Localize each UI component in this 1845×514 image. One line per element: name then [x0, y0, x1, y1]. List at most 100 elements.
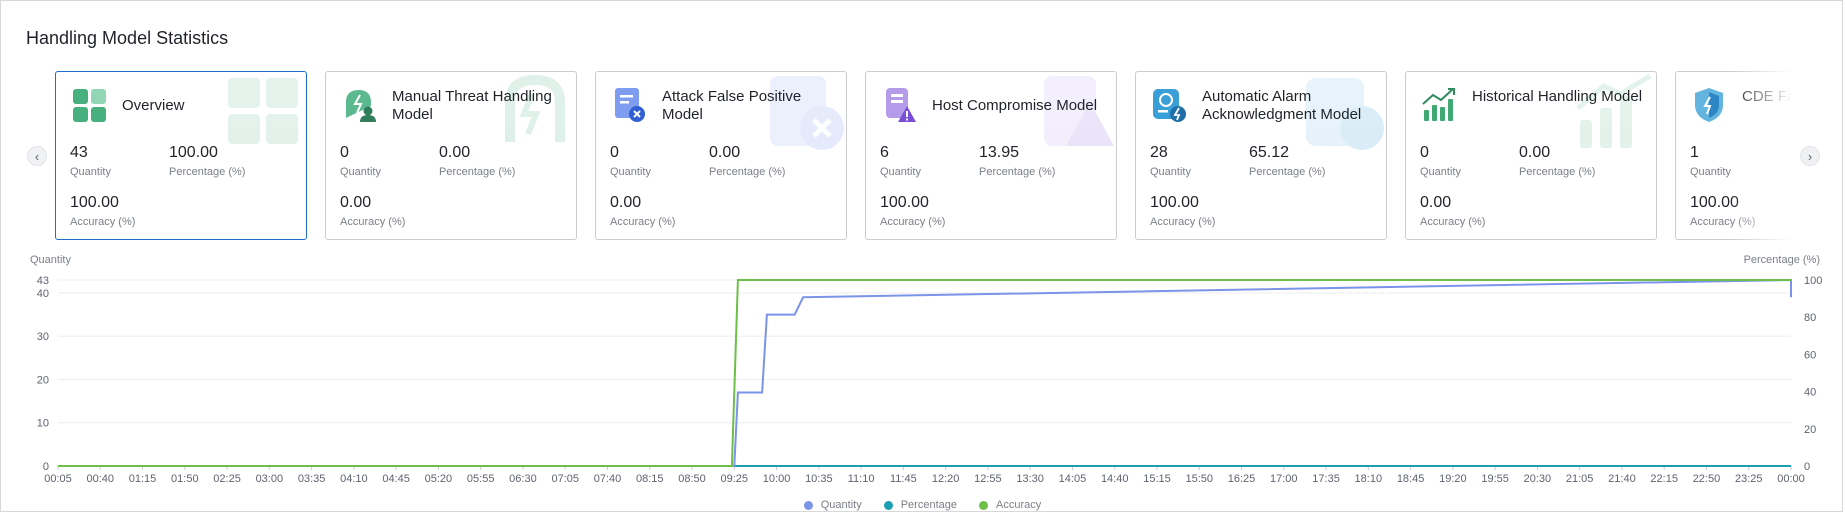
x-tick-label: 17:35 [1312, 473, 1340, 485]
x-tick-label: 12:55 [974, 473, 1002, 485]
chevron-left-icon: ‹ [34, 148, 40, 164]
x-tick-label: 07:05 [551, 473, 579, 485]
accuracy-value: 100.00 [1150, 194, 1199, 211]
legend-item-quantity[interactable]: Quantity [803, 499, 862, 511]
percentage-label: Percentage (%) [709, 166, 786, 178]
x-tick-label: 14:05 [1059, 473, 1087, 485]
attack-false-positive-icon [615, 88, 645, 122]
x-tick-label: 04:45 [382, 473, 410, 485]
card-attack-false-positive[interactable]: Attack False Positive Model 0 Quantity 0.… [595, 71, 847, 240]
x-tick-label: 17:00 [1270, 473, 1298, 485]
x-tick-label: 18:10 [1355, 473, 1383, 485]
accuracy-label: Accuracy (%) [1150, 216, 1216, 228]
x-tick-label: 00:05 [44, 473, 72, 485]
quantity-label: Quantity [1150, 166, 1191, 178]
card-title: Attack False Positive Model [662, 88, 802, 123]
x-tick-label: 22:50 [1693, 473, 1721, 485]
x-tick-label: 13:30 [1016, 473, 1044, 485]
x-tick-label: 02:25 [213, 473, 241, 485]
x-tick-label: 00:40 [87, 473, 115, 485]
x-tick-label: 08:50 [678, 473, 706, 485]
x-tick-label: 15:15 [1143, 473, 1171, 485]
carousel-next-button[interactable]: › [1800, 146, 1820, 166]
accuracy-value: 100.00 [880, 194, 929, 211]
y-left-tick-label: 43 [37, 275, 49, 287]
percentage-value: 100.00 [169, 144, 218, 161]
chart-grid [58, 279, 1791, 467]
carousel-prev-button[interactable]: ‹ [27, 146, 47, 166]
y-left-tick-label: 10 [37, 418, 49, 430]
quantity-value: 0 [610, 144, 619, 161]
quantity-label: Quantity [880, 166, 921, 178]
x-tick-label: 11:10 [848, 473, 875, 485]
legend-item-accuracy[interactable]: Accuracy [978, 499, 1042, 511]
x-tick-label: 08:15 [636, 473, 664, 485]
percentage-value: 0.00 [439, 144, 471, 161]
quantity-value: 0 [1420, 144, 1429, 161]
y-axis-right-title: Percentage (%) [1743, 254, 1820, 266]
accuracy-value: 100.00 [70, 194, 119, 211]
y-axis-right-ticks: 0 20 40 60 80 100 [1804, 275, 1822, 473]
legend-label: Accuracy [995, 499, 1042, 511]
y-left-tick-label: 0 [43, 461, 49, 473]
card-title: Host Compromise Model [932, 97, 1098, 114]
accuracy-value: 0.00 [340, 194, 372, 211]
quantity-value: 43 [70, 144, 88, 161]
x-tick-label: 10:00 [763, 473, 791, 485]
x-tick-label: 20:30 [1524, 473, 1552, 485]
quantity-label: Quantity [610, 166, 651, 178]
host-compromise-icon [886, 88, 916, 122]
card-title: Manual Threat Handling Model [392, 88, 552, 123]
percentage-label: Percentage (%) [1519, 166, 1596, 178]
card-title: Historical Handling Model [1472, 88, 1643, 105]
percentage-value: 0.00 [709, 144, 741, 161]
legend-dot-quantity [803, 500, 813, 510]
series-line-quantity [58, 278, 1792, 467]
card-title: Automatic Alarm Acknowledgment Model [1202, 88, 1362, 123]
y-right-tick-label: 40 [1804, 387, 1816, 399]
percentage-label: Percentage (%) [1249, 166, 1326, 178]
legend-label: Quantity [820, 499, 862, 511]
quantity-value: 1 [1690, 144, 1699, 161]
y-right-tick-label: 60 [1804, 349, 1816, 361]
x-tick-label: 03:00 [256, 473, 284, 485]
accuracy-label: Accuracy (%) [880, 216, 946, 228]
x-tick-label: 01:50 [171, 473, 199, 485]
percentage-value: 0.00 [1519, 144, 1551, 161]
quantity-label: Quantity [70, 166, 111, 178]
x-tick-label: 05:20 [425, 473, 453, 485]
accuracy-value: 100.00 [1690, 194, 1739, 211]
cde-shield-icon [1695, 88, 1723, 122]
x-tick-label: 15:50 [1185, 473, 1213, 485]
accuracy-value: 0.00 [1420, 194, 1452, 211]
x-tick-label: 10:35 [805, 473, 833, 485]
x-tick-label: 23:25 [1735, 473, 1763, 485]
card-automatic-alarm-acknowledgment[interactable]: Automatic Alarm Acknowledgment Model 28 Q… [1135, 71, 1387, 240]
x-tick-label: 19:55 [1481, 473, 1509, 485]
x-tick-label: 01:15 [129, 473, 157, 485]
manual-threat-handling-icon [346, 90, 376, 122]
x-tick-label: 12:20 [932, 473, 960, 485]
percentage-value: 65.12 [1249, 144, 1290, 161]
quantity-value: 6 [880, 144, 889, 161]
legend-label: Percentage [900, 499, 957, 511]
card-title: Overview [122, 97, 185, 114]
panel-title: Handling Model Statistics [26, 28, 229, 48]
quantity-label: Quantity [340, 166, 381, 178]
quantity-value: 28 [1150, 144, 1168, 161]
x-tick-label: 14:40 [1101, 473, 1129, 485]
series-line-accuracy [58, 279, 1791, 467]
legend-item-percentage[interactable]: Percentage [883, 499, 957, 511]
percentage-value: 13.95 [979, 144, 1020, 161]
x-tick-label: 11:45 [890, 473, 917, 485]
historical-handling-icon [1422, 88, 1455, 121]
quantity-value: 0 [340, 144, 349, 161]
x-tick-label: 16:25 [1228, 473, 1256, 485]
x-tick-label: 21:05 [1566, 473, 1594, 485]
accuracy-value: 0.00 [610, 194, 642, 211]
x-tick-label: 06:30 [509, 473, 537, 485]
percentage-label: Percentage (%) [439, 166, 516, 178]
